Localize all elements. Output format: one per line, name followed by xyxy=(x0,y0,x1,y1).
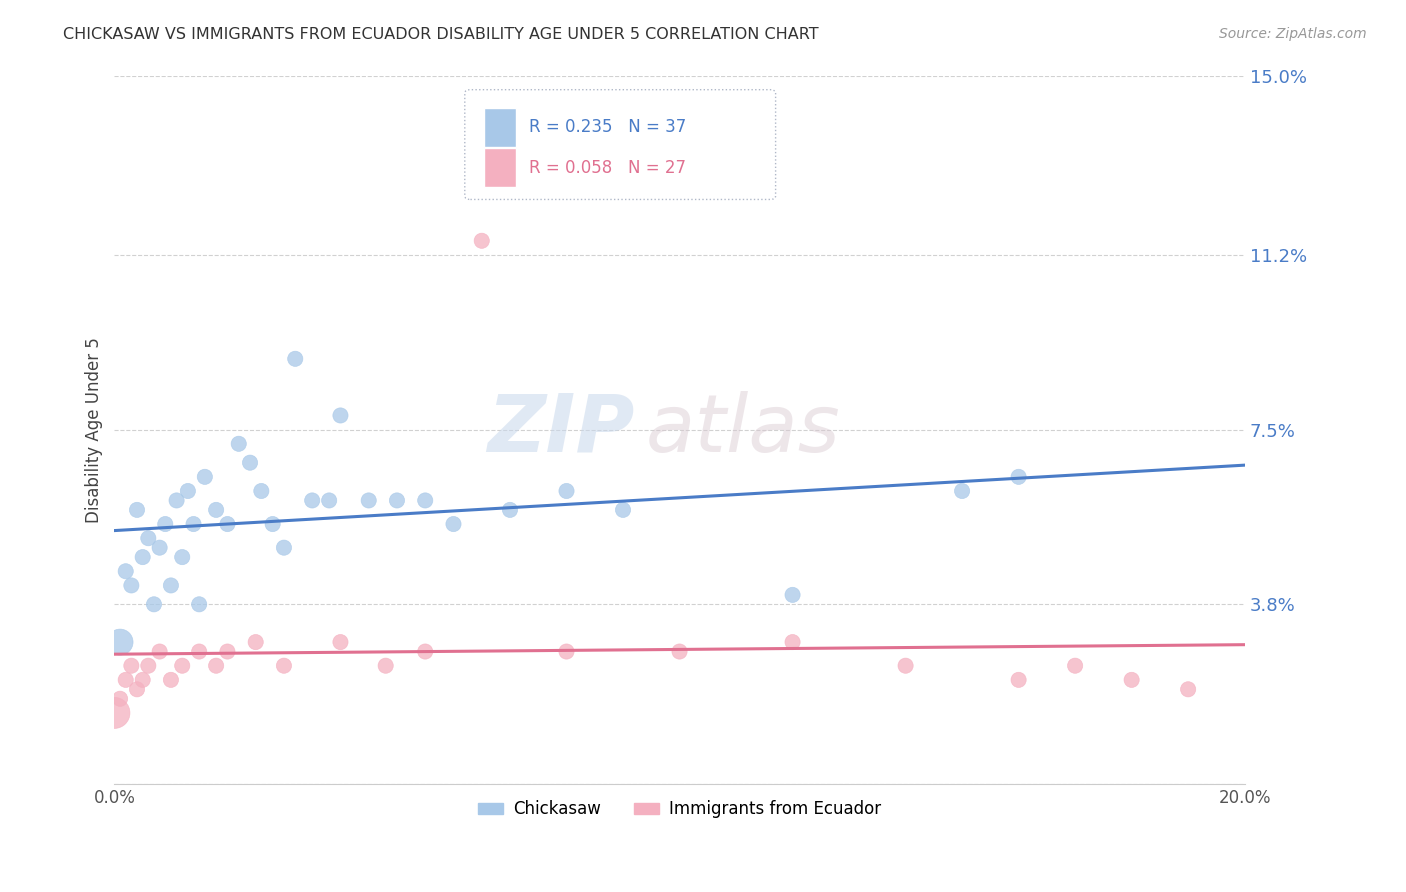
Point xyxy=(250,483,273,498)
Point xyxy=(385,493,408,508)
Point xyxy=(131,673,153,687)
FancyBboxPatch shape xyxy=(484,148,516,187)
Point xyxy=(149,644,172,658)
Point xyxy=(217,644,239,658)
Y-axis label: Disability Age Under 5: Disability Age Under 5 xyxy=(86,336,103,523)
Point xyxy=(143,597,166,611)
Point xyxy=(155,517,177,532)
Point xyxy=(183,517,205,532)
Text: atlas: atlas xyxy=(645,391,841,468)
Point xyxy=(108,635,131,649)
Point xyxy=(172,550,194,565)
Text: Source: ZipAtlas.com: Source: ZipAtlas.com xyxy=(1219,27,1367,41)
Point xyxy=(555,644,578,658)
Point xyxy=(1007,470,1029,484)
Point xyxy=(160,673,183,687)
Point xyxy=(443,517,465,532)
Point xyxy=(894,658,917,673)
Point xyxy=(103,706,125,720)
Point xyxy=(205,503,228,517)
Point xyxy=(782,635,804,649)
Point xyxy=(177,483,200,498)
Point xyxy=(1064,658,1087,673)
Point xyxy=(136,658,159,673)
Point xyxy=(374,658,396,673)
Text: CHICKASAW VS IMMIGRANTS FROM ECUADOR DISABILITY AGE UNDER 5 CORRELATION CHART: CHICKASAW VS IMMIGRANTS FROM ECUADOR DIS… xyxy=(63,27,818,42)
Text: ZIP: ZIP xyxy=(486,391,634,468)
Point xyxy=(555,483,578,498)
Point xyxy=(194,470,217,484)
Point xyxy=(108,691,131,706)
Text: R = 0.235   N = 37: R = 0.235 N = 37 xyxy=(529,119,686,136)
Point xyxy=(166,493,188,508)
Point xyxy=(499,503,522,517)
Point xyxy=(273,541,295,555)
Legend: Chickasaw, Immigrants from Ecuador: Chickasaw, Immigrants from Ecuador xyxy=(471,794,887,825)
Point xyxy=(950,483,973,498)
Point xyxy=(205,658,228,673)
Point xyxy=(120,658,142,673)
Point xyxy=(413,644,436,658)
Point xyxy=(318,493,340,508)
Point xyxy=(612,503,634,517)
Point xyxy=(172,658,194,673)
Point xyxy=(160,578,183,592)
Point xyxy=(114,564,136,578)
Text: R = 0.058   N = 27: R = 0.058 N = 27 xyxy=(529,159,686,177)
Point xyxy=(245,635,267,649)
Point xyxy=(1121,673,1143,687)
Point xyxy=(284,351,307,366)
Point xyxy=(329,635,352,649)
Point xyxy=(217,517,239,532)
FancyBboxPatch shape xyxy=(465,90,776,200)
Point xyxy=(782,588,804,602)
Point xyxy=(228,437,250,451)
Point xyxy=(273,658,295,673)
Point xyxy=(668,644,690,658)
Point xyxy=(120,578,142,592)
Point xyxy=(188,597,211,611)
FancyBboxPatch shape xyxy=(484,108,516,146)
Point xyxy=(471,234,494,248)
Point xyxy=(131,550,153,565)
Point xyxy=(125,503,148,517)
Point xyxy=(301,493,323,508)
Point xyxy=(1177,682,1199,697)
Point xyxy=(114,673,136,687)
Point xyxy=(149,541,172,555)
Point xyxy=(125,682,148,697)
Point xyxy=(357,493,380,508)
Point xyxy=(262,517,284,532)
Point xyxy=(188,644,211,658)
Point xyxy=(329,409,352,423)
Point xyxy=(1007,673,1029,687)
Point xyxy=(239,456,262,470)
Point xyxy=(413,493,436,508)
Point xyxy=(136,531,159,545)
